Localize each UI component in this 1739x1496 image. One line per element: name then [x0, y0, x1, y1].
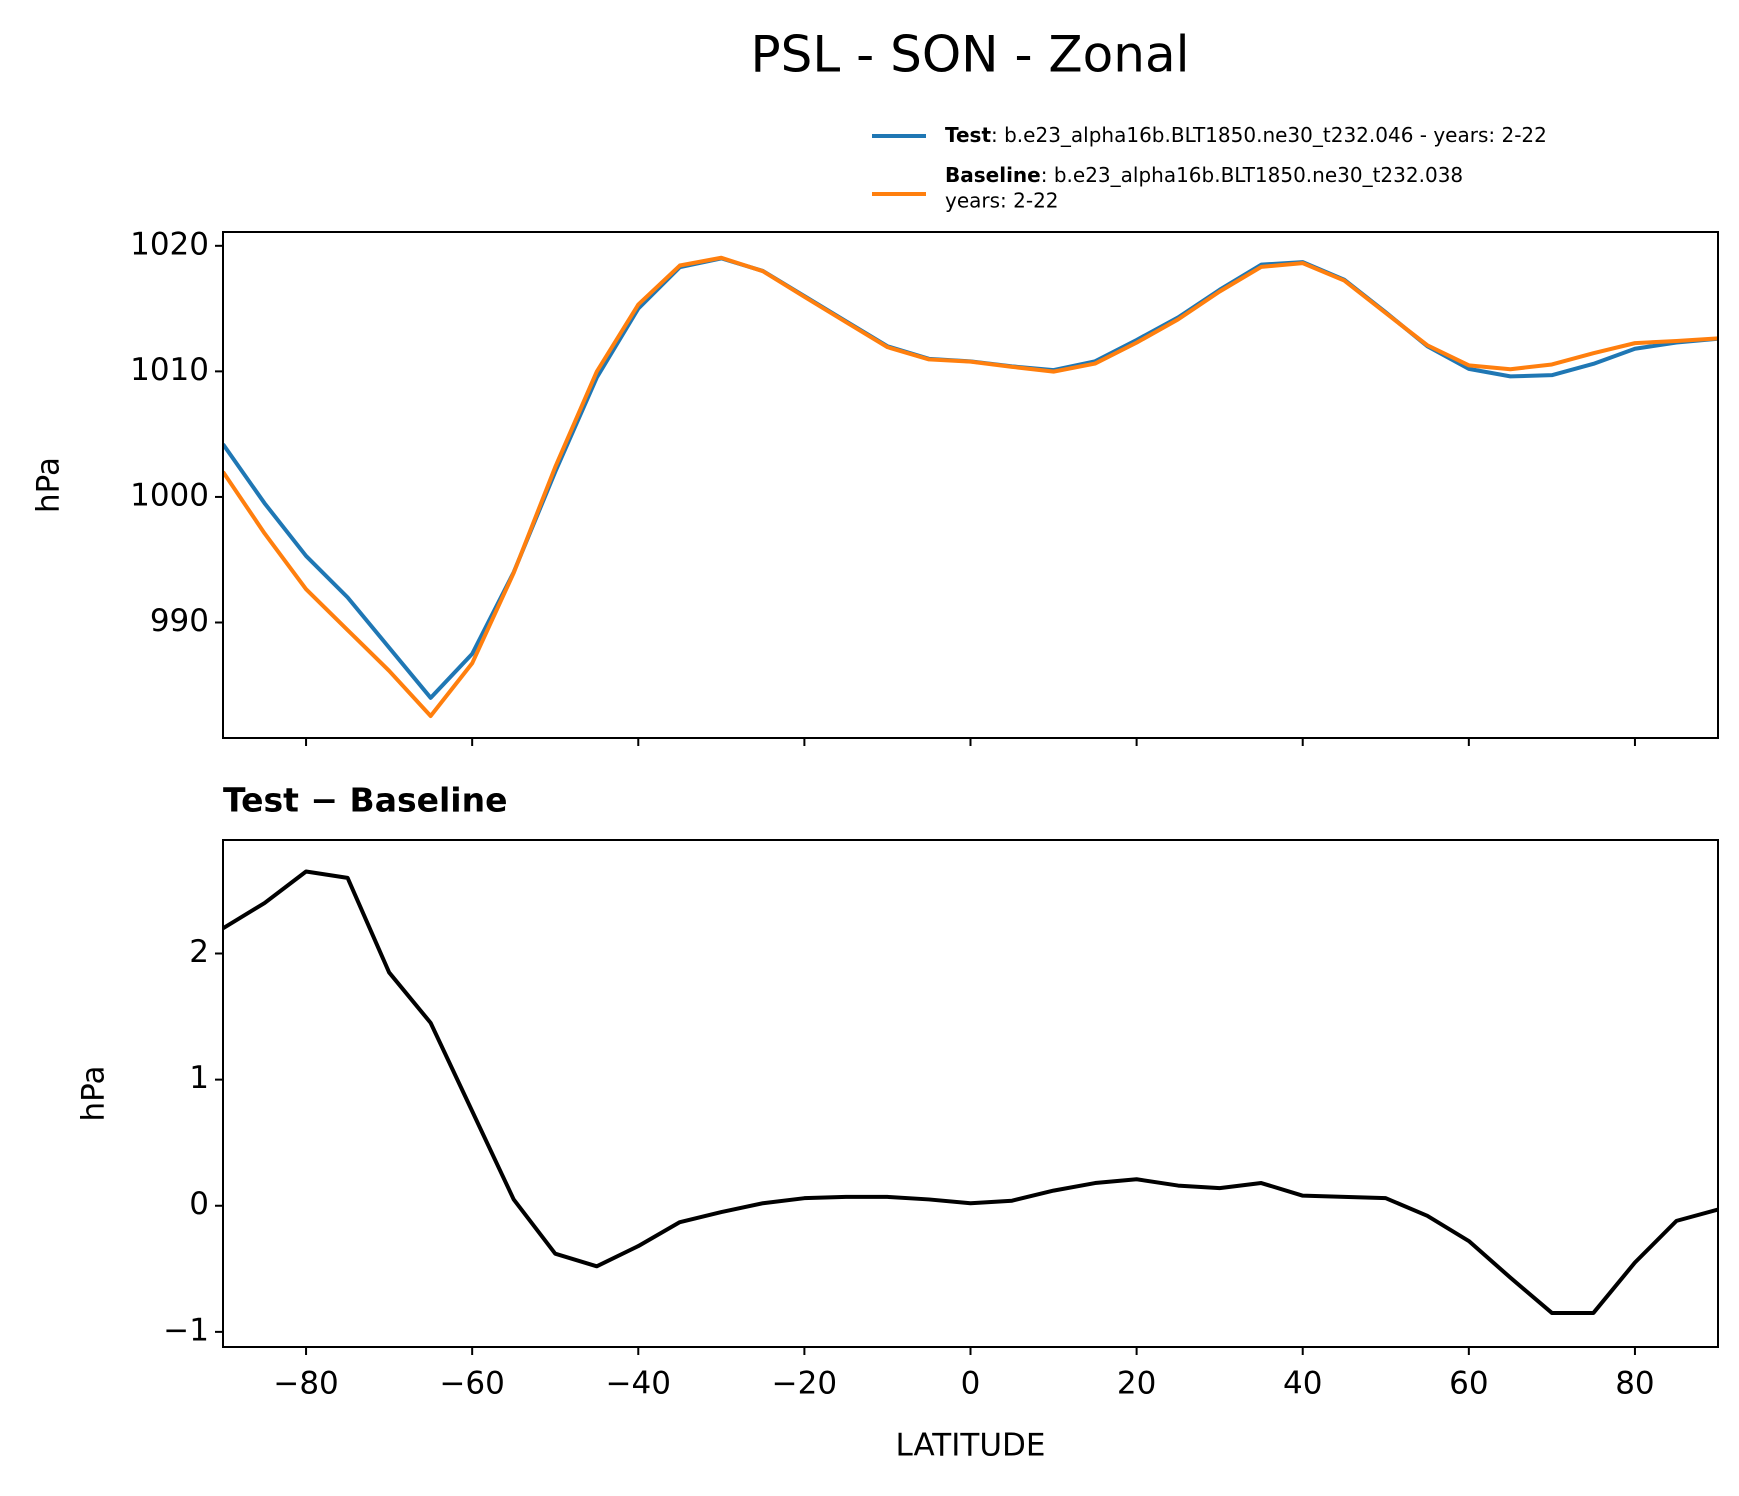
x-tick-label: −60: [439, 1366, 504, 1402]
y-axis-label: hPa: [31, 457, 67, 513]
y-tick-label: 2: [189, 934, 209, 970]
y-tick-label: 990: [150, 603, 209, 639]
y-tick-label: 0: [189, 1186, 209, 1222]
y-tick-label: 1020: [130, 226, 209, 262]
x-tick-label: 40: [1283, 1366, 1322, 1402]
y-axis-label: hPa: [76, 1066, 112, 1122]
y-tick-label: 1: [189, 1060, 209, 1096]
x-tick-label: 80: [1615, 1366, 1654, 1402]
x-tick-label: −80: [273, 1366, 338, 1402]
x-tick-label: 20: [1117, 1366, 1156, 1402]
legend-label: : b.e23_alpha16b.BLT1850.ne30_t232.046 -…: [991, 123, 1547, 147]
plot-area: [223, 869, 1718, 1315]
data-line: [223, 869, 1718, 1315]
figure-title: PSL - SON - Zonal: [751, 26, 1190, 84]
axes-frame: [222, 839, 1719, 1348]
panel-title: Test − Baseline: [223, 781, 508, 820]
y-tick-label: 1010: [130, 352, 209, 388]
plot-area: [223, 255, 1718, 719]
data-line: [223, 255, 1718, 719]
x-tick-label: 60: [1449, 1366, 1488, 1402]
x-axis-label: LATITUDE: [896, 1428, 1046, 1464]
y-tick-label: 1000: [130, 477, 209, 513]
x-tick-label: 0: [961, 1366, 981, 1402]
legend-entry: Test: b.e23_alpha16b.BLT1850.ne30_t232.0…: [945, 123, 1547, 147]
y-tick-label: −1: [163, 1312, 209, 1348]
legend-label: years: 2-22: [945, 189, 1059, 213]
x-tick-label: −40: [606, 1366, 671, 1402]
axes-frame: [222, 231, 1719, 739]
legend-entry: Baseline: b.e23_alpha16b.BLT1850.ne30_t2…: [945, 163, 1463, 187]
legend-name: Baseline: [945, 163, 1041, 187]
legend-label: : b.e23_alpha16b.BLT1850.ne30_t232.038: [1041, 163, 1463, 187]
x-tick-label: −20: [772, 1366, 837, 1402]
legend-name: Test: [945, 123, 991, 147]
